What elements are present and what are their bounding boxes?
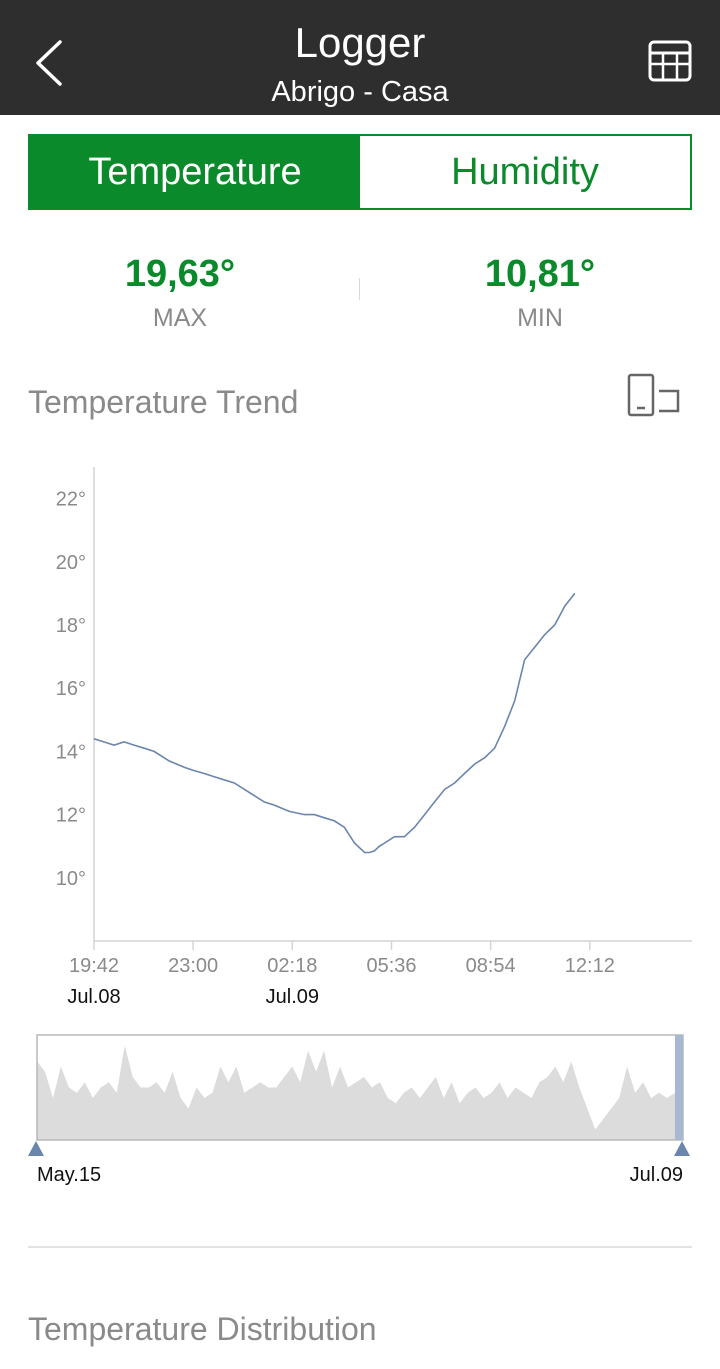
y-tick-label: 12° (56, 805, 86, 827)
table-view-button[interactable] (644, 36, 696, 88)
page-title: Logger (294, 19, 426, 66)
trend-title: Temperature Trend (28, 384, 299, 420)
navigator-start-label: May.15 (37, 1164, 101, 1186)
distribution-title: Temperature Distribution (28, 1311, 377, 1347)
temperature-trend-chart[interactable]: 10° 12° 14° 16° 18° 20° 22° 19:42 23:00 02:18 05:… (0, 440, 720, 1020)
max-stat: 19,63° MAX (0, 252, 360, 332)
tab-temperature[interactable]: Temperature (30, 136, 360, 208)
tab-humidity[interactable]: Humidity (360, 136, 690, 208)
x-tick-label: 08:54 (466, 955, 516, 977)
navigator-handle-left[interactable] (28, 1141, 44, 1156)
x-tick-label: 19:42 (69, 955, 119, 977)
back-button[interactable] (22, 30, 82, 94)
x-tick-label: 12:12 (565, 955, 615, 977)
app-header: Logger Abrigo - Casa (0, 0, 720, 115)
section-divider (28, 1246, 692, 1248)
temperature-series-line (93, 592, 576, 854)
x-date-label: Jul.08 (67, 986, 120, 1008)
x-tick-label: 02:18 (267, 955, 317, 977)
y-tick-label: 20° (56, 552, 86, 574)
max-label: MAX (152, 304, 208, 332)
navigator-selection[interactable] (675, 1035, 683, 1140)
page-subtitle: Abrigo - Casa (271, 76, 449, 108)
stat-divider (359, 278, 360, 300)
y-tick-label: 14° (56, 741, 86, 763)
x-date-label: Jul.09 (266, 986, 319, 1008)
y-tick-label: 10° (56, 868, 86, 890)
min-label: MIN (517, 304, 563, 332)
max-value: 19,63° (124, 253, 236, 295)
y-tick-label: 22° (56, 489, 86, 511)
table-grid-icon (648, 40, 692, 82)
chevron-left-icon (36, 40, 62, 86)
min-value: 10,81° (484, 253, 596, 295)
x-tick-label: 23:00 (168, 955, 218, 977)
rotate-screen-button[interactable] (626, 372, 682, 418)
x-tick-label: 05:36 (366, 955, 416, 977)
metric-tabs: Temperature Humidity (28, 134, 692, 210)
min-stat: 10,81° MIN (360, 252, 720, 332)
y-tick-label: 16° (56, 678, 86, 700)
navigator-end-label: Jul.09 (630, 1164, 683, 1186)
navigator-area (37, 1045, 675, 1140)
y-tick-label: 18° (56, 615, 86, 637)
rotate-screen-icon (627, 373, 680, 417)
navigator-handle-right[interactable] (674, 1141, 690, 1156)
range-navigator[interactable]: May.15 Jul.09 (0, 1020, 720, 1200)
